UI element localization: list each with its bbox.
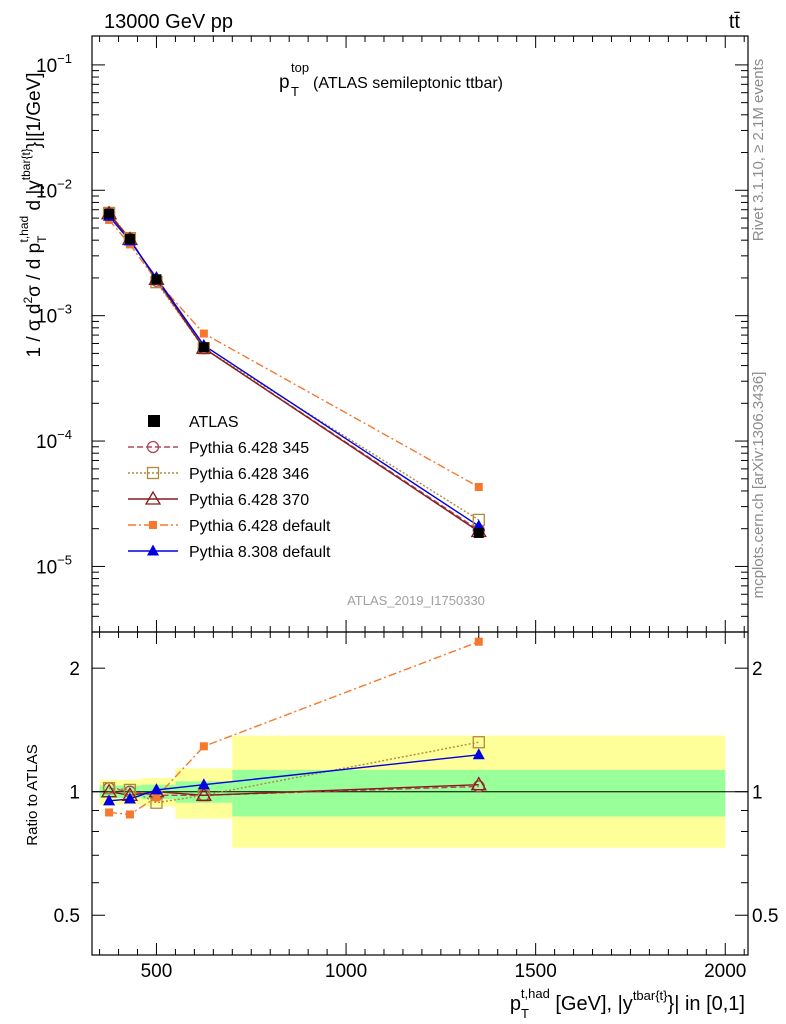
main-y-label-exp-3: −2 (57, 176, 72, 191)
atlas-point-4 (473, 527, 484, 538)
ratio-point-1-0 (102, 782, 116, 795)
main-y-label-3: 10−2 (36, 176, 72, 202)
header-right: tt̄ (729, 11, 741, 33)
ratio-point-4-0 (103, 794, 116, 806)
atlas-point-1 (124, 233, 135, 244)
x-tick-label-1500: 1500 (515, 961, 557, 982)
ratio-point-4-2 (150, 783, 163, 795)
main-y-label-exp-0: −5 (57, 552, 72, 567)
main-y-label-4: 10−1 (36, 51, 72, 77)
legend-label-5: Pythia 8.308 default (189, 544, 331, 561)
x-tick-label-500: 500 (141, 961, 173, 982)
ratio-point-4-1 (123, 792, 136, 804)
title-sub: T (291, 84, 299, 99)
plot-title: p T top (ATLAS semileptonic ttbar) (279, 60, 503, 99)
atlas-point-0 (104, 208, 115, 219)
main-point-5-4 (472, 519, 485, 531)
legend: ATLAS Pythia 6.428 345 Pythia 6.428 346 Pyt… (128, 414, 331, 561)
series-lines (108, 212, 480, 816)
ratio-point-3-3 (199, 742, 208, 751)
ratio-y-label-r-2: 2 (752, 659, 763, 680)
ratio-point-3-2 (152, 793, 161, 802)
x-tick-label-1000: 1000 (325, 961, 367, 982)
main-y-label-2: 10−3 (36, 302, 72, 328)
ratio-bands (92, 735, 748, 848)
title-sup: top (291, 60, 309, 75)
main-y-label-exp-2: −3 (57, 302, 72, 317)
ratio-point-1-4 (472, 736, 485, 749)
ratio-y-label-r-1: 1 (752, 783, 763, 804)
analysis-id: ATLAS_2019_I1750330 (347, 593, 485, 608)
ratio-point-3-0 (105, 808, 114, 817)
main-y-label-0: 10−5 (36, 552, 72, 578)
atlas-point-2 (151, 274, 162, 285)
legend-marker-5 (147, 544, 159, 556)
header-left: 13000 GeV pp (104, 11, 233, 33)
ratio-ylabel: Ratio to ATLAS (24, 744, 41, 845)
ratio-point-2-3 (195, 787, 212, 801)
main-y-label-exp-4: −1 (57, 51, 72, 66)
main-ylabel: 1 / σ d2σ / d pTt,had d |ytbar{t}}|[1/Ge… (17, 73, 49, 358)
legend-label-3: Pythia 6.428 370 (189, 492, 309, 509)
legend-marker-2 (146, 466, 160, 480)
main-point-4-4 (474, 483, 483, 492)
ratio-point-4-3 (197, 778, 210, 790)
ratio-y-label-0: 0.5 (54, 906, 80, 927)
ratio-point-3-4 (474, 637, 483, 646)
title-rest: (ATLAS semileptonic ttbar) (313, 75, 503, 92)
main-line-4 (108, 219, 480, 488)
legend-marker-1 (146, 440, 160, 454)
ratio-point-2-4 (470, 776, 487, 791)
x-tick-label-2000: 2000 (704, 961, 746, 982)
legend-marker-0 (148, 415, 160, 427)
ratio-y-label-2: 2 (69, 659, 80, 680)
main-point-4-3 (199, 329, 208, 338)
mcplots-label: mcplots.cern.ch [arXiv:1306.3436] (750, 372, 767, 599)
main-y-label-1: 10−4 (36, 427, 72, 453)
legend-label-1: Pythia 6.428 345 (189, 440, 309, 457)
ratio-point-3-1 (125, 810, 134, 819)
main-frame (91, 35, 749, 633)
title-main: p (279, 72, 290, 93)
x-axis-label: pTt,had [GeV], |ytbar{t}}| in [0,1] (510, 986, 745, 1021)
ratio-y-label-r-0: 0.5 (752, 906, 778, 927)
main-y-label-exp-1: −4 (57, 427, 72, 442)
ratio-y-label-1: 1 (69, 783, 80, 804)
legend-marker-4 (149, 521, 157, 529)
atlas-point-3 (198, 342, 209, 353)
ratio-frame (91, 631, 749, 956)
ratio-point-4-4 (472, 748, 485, 760)
legend-label-0: ATLAS (189, 414, 239, 431)
legend-marker-3 (144, 490, 162, 505)
series-markers (100, 205, 487, 819)
legend-label-2: Pythia 6.428 346 (189, 466, 309, 483)
rivet-label: Rivet 3.1.10, ≥ 2.1M events (750, 59, 767, 242)
ratio-line-1 (109, 741, 479, 804)
legend-label-4: Pythia 6.428 default (189, 518, 331, 535)
main-line-3 (108, 213, 480, 533)
